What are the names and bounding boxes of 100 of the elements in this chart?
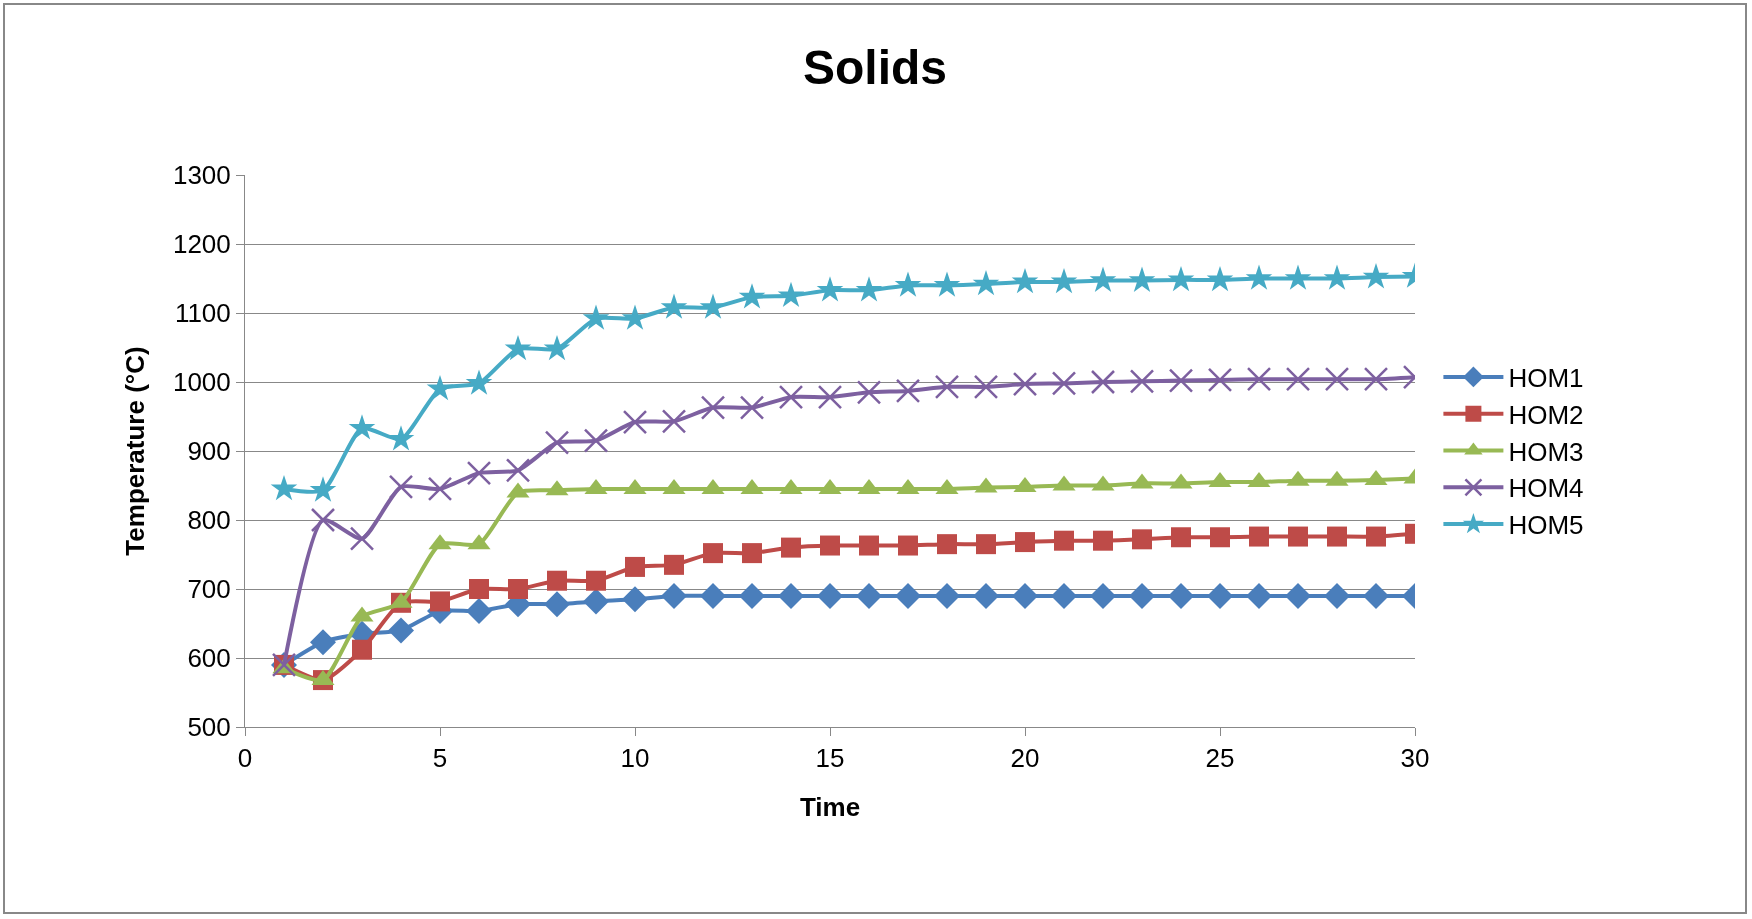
point <box>856 582 882 609</box>
y-tick-label: 1200 <box>172 229 231 260</box>
legend-label: HOM4 <box>1508 473 1584 504</box>
point <box>504 334 532 361</box>
point <box>1324 366 1350 392</box>
point <box>388 474 414 500</box>
x-tick-label: 25 <box>1205 743 1235 774</box>
point <box>973 582 999 609</box>
point <box>1207 367 1233 393</box>
point <box>820 535 840 556</box>
y-tick-label: 1300 <box>172 160 231 191</box>
y-tick-label: 1100 <box>174 298 231 329</box>
point <box>1132 529 1152 550</box>
point <box>1210 527 1230 548</box>
x-tick-label: 15 <box>815 743 845 774</box>
point <box>1090 369 1116 395</box>
point <box>781 537 801 558</box>
point <box>1168 368 1194 393</box>
chart-title: Solids <box>802 40 948 94</box>
point <box>583 428 609 453</box>
point <box>859 535 879 556</box>
y-tick-label: 600 <box>187 643 231 674</box>
point <box>817 384 843 410</box>
point <box>547 570 567 591</box>
point <box>934 374 960 400</box>
point <box>895 378 921 404</box>
point <box>703 543 723 564</box>
point <box>1324 582 1350 609</box>
point <box>1285 366 1311 392</box>
point <box>1167 265 1195 292</box>
x-tick-label: 0 <box>237 743 253 774</box>
point <box>465 369 493 395</box>
point <box>270 474 298 501</box>
point <box>778 384 804 410</box>
point <box>1323 264 1351 290</box>
point <box>349 526 375 551</box>
point <box>664 554 684 575</box>
point <box>387 425 415 451</box>
point <box>1245 264 1273 290</box>
point <box>739 582 765 609</box>
point <box>1011 267 1039 294</box>
point <box>856 380 882 405</box>
point <box>1129 582 1155 609</box>
x-tick-label: 5 <box>432 743 448 774</box>
point <box>1171 527 1191 548</box>
point <box>1285 582 1311 609</box>
x-tick-label: 30 <box>1400 743 1430 774</box>
y-tick-label: 1000 <box>172 367 231 398</box>
point <box>1051 371 1077 396</box>
legend-label: HOM2 <box>1508 399 1584 430</box>
legend-label: HOM1 <box>1508 363 1584 394</box>
point <box>466 598 492 625</box>
legend-label: HOM3 <box>1508 436 1584 467</box>
point <box>1090 582 1116 609</box>
point <box>622 409 648 435</box>
point <box>1128 266 1156 292</box>
point <box>700 395 726 420</box>
x-tick-label: 10 <box>620 743 650 774</box>
point <box>586 570 606 591</box>
y-tick-label: 500 <box>187 712 231 743</box>
point <box>972 270 1000 296</box>
point <box>661 409 687 434</box>
point <box>738 283 766 309</box>
point <box>1054 530 1074 551</box>
point <box>894 271 922 297</box>
point <box>1129 369 1155 394</box>
point <box>1089 266 1117 292</box>
point <box>1015 532 1035 553</box>
point <box>933 271 961 297</box>
point <box>934 582 960 609</box>
point <box>1051 582 1077 609</box>
point <box>505 458 531 483</box>
point <box>1327 526 1347 547</box>
point <box>622 586 648 613</box>
point <box>310 629 336 656</box>
point <box>544 430 570 455</box>
point <box>817 582 843 609</box>
point <box>1288 526 1308 547</box>
point <box>937 534 957 555</box>
point <box>430 591 450 612</box>
point <box>700 582 726 609</box>
y-tick-label: 900 <box>187 436 231 467</box>
y-tick-label: 800 <box>187 505 231 536</box>
point <box>543 334 571 361</box>
point <box>625 556 645 577</box>
point <box>1246 582 1272 609</box>
point <box>660 293 688 319</box>
x-axis-title: Time <box>799 791 861 822</box>
point <box>427 476 453 502</box>
point <box>1284 264 1312 290</box>
point <box>352 639 372 660</box>
point <box>1050 267 1078 294</box>
point <box>426 374 454 401</box>
point <box>1246 366 1272 392</box>
point <box>1012 582 1038 609</box>
point <box>388 617 414 644</box>
y-tick-label: 700 <box>187 574 231 605</box>
legend-label: HOM5 <box>1508 510 1584 541</box>
y-axis-title: Temperature (°C) <box>120 346 151 556</box>
point <box>855 276 883 302</box>
